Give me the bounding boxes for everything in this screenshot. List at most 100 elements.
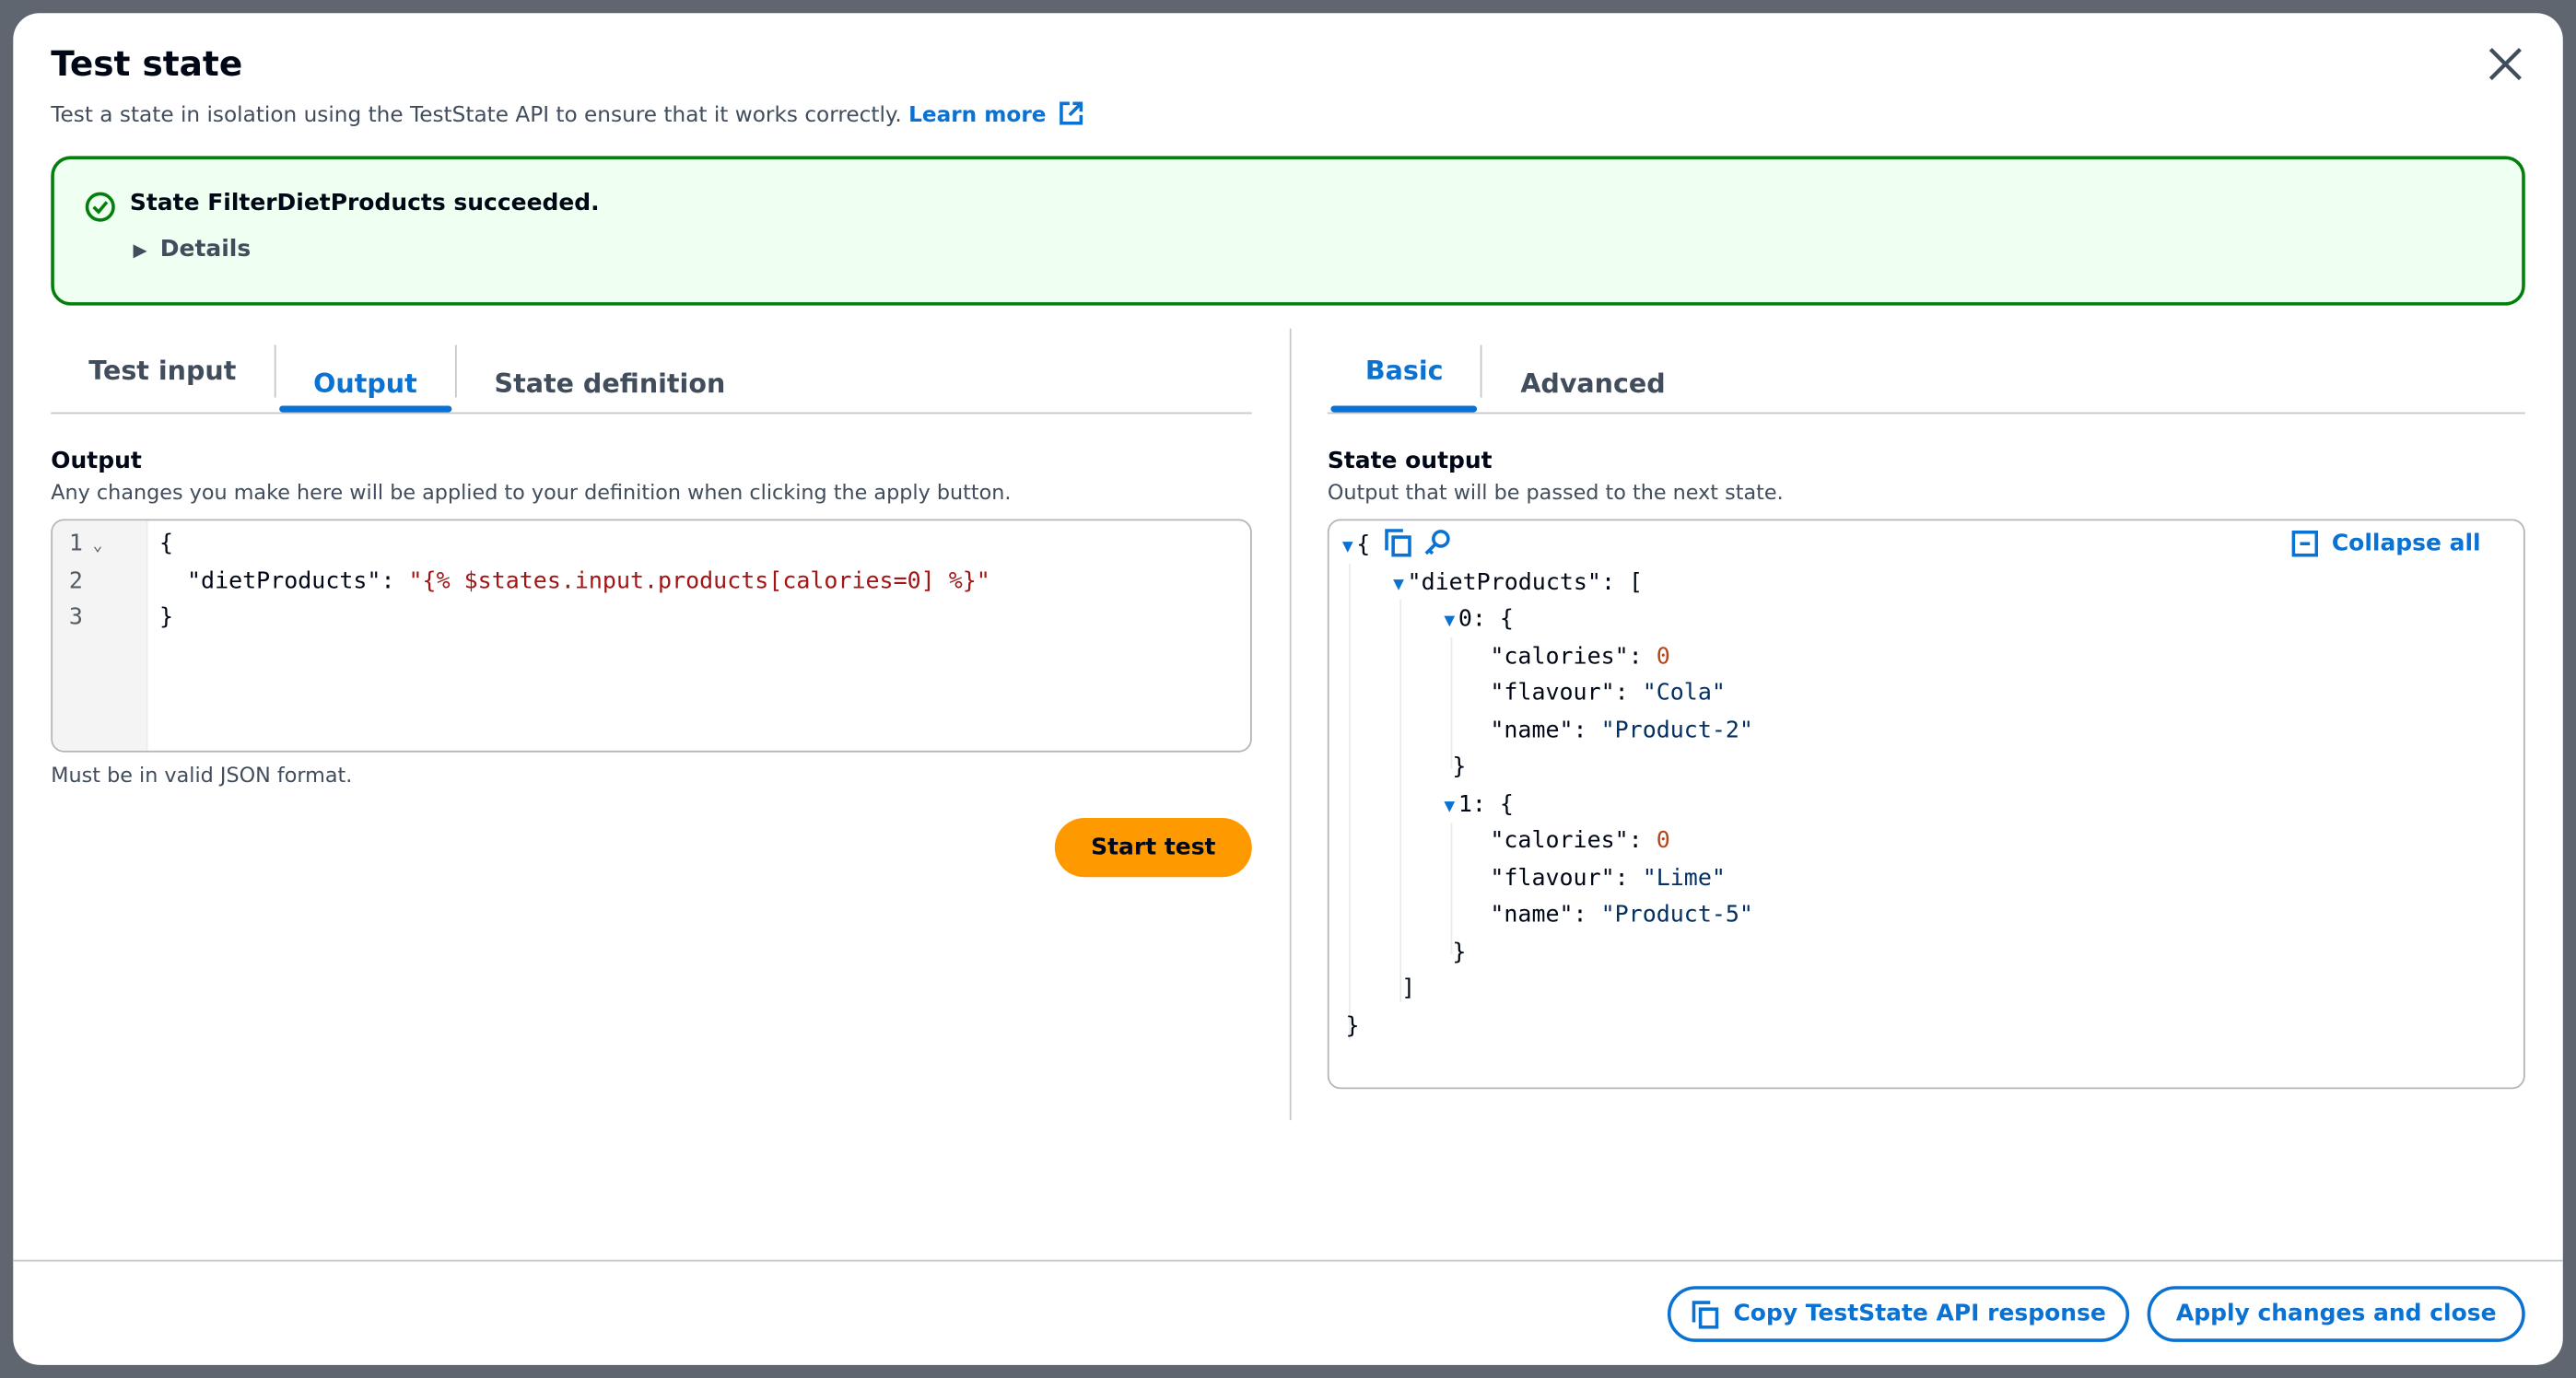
json-tree-line: "name": "Product-5" [1490, 897, 1753, 933]
json-tree-line: "calories": 0 [1490, 823, 1669, 858]
indent-guide [1450, 823, 1453, 955]
json-value: "Cola" [1642, 680, 1726, 707]
state-output-header: State output Output that will be passed … [1328, 449, 1784, 505]
expand-toggle-icon[interactable]: ▼ [1444, 609, 1456, 631]
line-number-text: 1 [68, 530, 83, 557]
json-text: 0: { [1458, 606, 1514, 633]
expand-toggle-icon[interactable]: ▼ [1393, 572, 1404, 594]
alert-suffix: succeeded. [445, 190, 600, 217]
start-test-button[interactable]: Start test [1054, 818, 1252, 878]
learn-more-link[interactable]: Learn more [908, 101, 1084, 129]
collapse-all-button[interactable]: Collapse all [2292, 530, 2481, 557]
tab-basic[interactable]: Basic [1328, 330, 1481, 413]
expand-toggle-icon[interactable]: ▼ [1444, 794, 1456, 816]
json-tree-line: "calories": 0 [1490, 638, 1669, 674]
json-tree-line: } [1345, 1008, 1359, 1044]
json-key: "flavour": [1490, 680, 1643, 707]
column-divider [1289, 328, 1292, 1121]
code-text: } [158, 604, 174, 631]
json-tree-line: ▼{ [1342, 527, 1453, 563]
line-number: 3 [69, 604, 83, 631]
json-key: "name": [1490, 901, 1601, 928]
success-check-icon [85, 192, 115, 222]
expand-toggle-icon[interactable]: ▼ [1341, 535, 1353, 557]
json-value: 0 [1656, 827, 1670, 855]
state-output-label: State output [1327, 448, 1493, 475]
learn-more-label: Learn more [908, 103, 1047, 129]
key-icon[interactable] [1413, 530, 1453, 559]
json-tree-line: ] [1401, 971, 1415, 1007]
copy-teststate-response-button[interactable]: Copy TestState API response [1667, 1286, 2130, 1342]
json-text: } [1345, 1012, 1360, 1039]
tab-state-definition[interactable]: State definition [454, 344, 764, 399]
copy-icon [1692, 1301, 1719, 1329]
code-string-value: "{% $states.input.products[calories=0] %… [408, 567, 990, 594]
right-tabs: Basic Advanced [1327, 330, 2525, 415]
output-description: Any changes you make here will be applie… [51, 479, 1012, 505]
state-output-description: Output that will be passed to the next s… [1327, 479, 1784, 505]
json-key: "calories": [1490, 827, 1657, 855]
code-line: { [159, 531, 173, 557]
footer-divider [13, 1259, 2563, 1262]
alert-message: State FilterDietProducts succeeded. [130, 191, 600, 217]
copy-icon[interactable] [1370, 529, 1412, 559]
details-expander[interactable]: ▶ Details [133, 237, 251, 263]
json-tree-line: } [1452, 749, 1466, 785]
json-tree-line: } [1452, 934, 1466, 970]
line-number: 1 ⌄ [69, 531, 103, 557]
output-label: Output [51, 448, 142, 475]
tab-output[interactable]: Output [274, 344, 454, 413]
code-line: "dietProducts": "{% $states.input.produc… [159, 567, 990, 594]
json-tree-line: ▼ 0: { [1444, 601, 1514, 637]
alert-prefix: State [129, 190, 208, 217]
json-text: ] [1401, 975, 1416, 1002]
fold-chevron-icon[interactable]: ⌄ [82, 537, 103, 555]
output-code-editor[interactable]: 1 ⌄ {2 "dietProducts": "{% $states.input.… [51, 519, 1252, 753]
json-tree-line: "flavour": "Cola" [1490, 675, 1726, 711]
close-icon[interactable] [2484, 42, 2526, 85]
code-line: } [159, 604, 173, 631]
json-key: "calories": [1490, 643, 1657, 670]
left-tabs: Test input Output State definition [51, 330, 1252, 415]
collapse-icon [2292, 530, 2319, 557]
json-tree-line: "name": "Product-2" [1490, 712, 1753, 748]
alert-state-name: FilterDietProducts [207, 190, 446, 217]
json-value: 0 [1656, 643, 1670, 670]
json-value: "Product-5" [1600, 901, 1753, 928]
code-key: "dietProducts": [158, 567, 409, 594]
modal-title: Test state [51, 44, 243, 84]
copy-response-label: Copy TestState API response [1733, 1301, 2106, 1327]
line-gutter [53, 520, 148, 751]
json-text: } [1452, 753, 1467, 781]
collapse-all-label: Collapse all [2331, 530, 2481, 557]
json-format-hint: Must be in valid JSON format. [51, 762, 353, 788]
json-tree-line: ▼ "dietProducts": [ [1393, 565, 1643, 601]
caret-right-icon: ▶ [133, 239, 147, 262]
json-key: "flavour": [1490, 864, 1643, 892]
json-key: "name": [1490, 717, 1601, 743]
json-value: "Product-2" [1600, 717, 1753, 743]
external-link-icon [1060, 101, 1083, 125]
json-text: "dietProducts": [ [1407, 568, 1644, 596]
line-number: 2 [69, 567, 83, 594]
tab-advanced[interactable]: Advanced [1481, 344, 1704, 399]
state-output-json-viewer: Collapse all ▼{▼ "dietProducts": [▼ 0: {"c… [1327, 519, 2525, 1090]
json-text: { [1356, 531, 1371, 559]
json-text: } [1452, 939, 1467, 965]
apply-changes-and-close-button[interactable]: Apply changes and close [2147, 1286, 2525, 1342]
subtitle-text: Test a state in isolation using the Test… [51, 103, 902, 129]
json-tree-line: ▼ 1: { [1444, 786, 1514, 822]
output-section-header: Output Any changes you make here will be… [51, 449, 1011, 505]
success-alert: State FilterDietProducts succeeded. ▶ Det… [51, 156, 2525, 306]
indent-guide [1349, 563, 1351, 1040]
modal-subtitle: Test a state in isolation using the Test… [51, 100, 1084, 128]
details-label: Details [159, 236, 252, 263]
tab-test-input[interactable]: Test input [88, 355, 237, 387]
indent-guide [1450, 636, 1453, 769]
indent-guide [1399, 599, 1402, 1002]
code-text: { [158, 530, 174, 557]
line-number-text: 3 [68, 604, 83, 631]
line-number-text: 2 [68, 567, 83, 594]
json-value: "Lime" [1642, 864, 1726, 892]
json-text: 1: { [1458, 790, 1514, 818]
